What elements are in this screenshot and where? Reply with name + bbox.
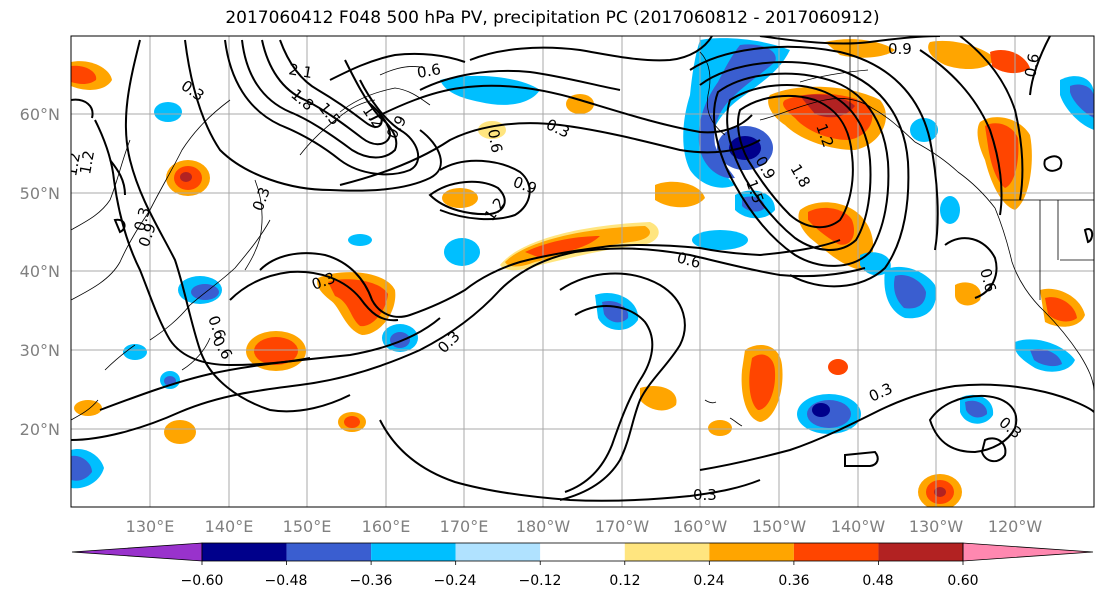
- colorbar-tick-label: −0.12: [519, 573, 562, 589]
- contour-label: 0.6: [484, 128, 506, 155]
- contour-label: 1.2: [76, 149, 98, 176]
- longitude-labels: 130°E 140°E 150°E 160°E 170°E 180°W 170°…: [126, 517, 1043, 536]
- colorbar-tick-label: 0.36: [778, 573, 809, 589]
- map-frame: [70, 35, 1095, 508]
- lon-label: 140°E: [205, 517, 254, 536]
- page-title: 2017060412 F048 500 hPa PV, precipitatio…: [225, 8, 880, 28]
- lat-label-20n: 20°N: [20, 420, 60, 439]
- colorbar-tick-label: −0.24: [434, 573, 477, 589]
- contour-label: 0.6: [1021, 52, 1043, 79]
- lon-label: 130°W: [909, 517, 964, 536]
- lon-label: 180°W: [516, 517, 571, 536]
- lat-label-60n: 60°N: [20, 105, 60, 124]
- lon-label: 130°E: [126, 517, 175, 536]
- colorbar-swatch: [878, 543, 963, 561]
- contour-label: 0.9: [888, 40, 912, 58]
- colorbar-swatch: [962, 542, 1094, 562]
- lon-label: 170°W: [595, 517, 650, 536]
- lon-label: 150°E: [283, 517, 332, 536]
- contour-label: 2.1: [287, 60, 314, 82]
- colorbar-tick-label: −0.60: [181, 573, 224, 589]
- colorbar-swatch: [624, 543, 710, 561]
- colorbar-swatch: [71, 542, 203, 562]
- contour-label: 0.3: [693, 486, 717, 504]
- contour-label: 0.6: [416, 60, 443, 82]
- colorbar-tick-label: 0.48: [862, 573, 893, 589]
- colorbar-swatch: [540, 543, 625, 561]
- lon-label: 140°W: [831, 517, 886, 536]
- colorbar-tick-label: 0.60: [947, 573, 978, 589]
- lon-label: 120°W: [988, 517, 1043, 536]
- colorbar-swatch: [286, 543, 372, 561]
- colorbar-tick-label: −0.36: [350, 573, 393, 589]
- contour-label: 1.2: [62, 151, 84, 178]
- coastlines: [71, 36, 1094, 427]
- colorbar-swatch: [202, 543, 287, 561]
- colorbar-swatch: [793, 543, 879, 561]
- lat-label-30n: 30°N: [20, 341, 60, 360]
- lon-label: 160°W: [673, 517, 728, 536]
- colorbar-tick-label: −0.48: [265, 573, 308, 589]
- colorbar-swatch: [455, 543, 541, 561]
- lat-label-40n: 40°N: [20, 262, 60, 281]
- contour-label: 0.6: [675, 248, 703, 272]
- contour-label: 0.3: [130, 205, 154, 233]
- latitude-labels: 60°N 50°N 40°N 30°N 20°N: [20, 105, 60, 439]
- colorbar-frame: [201, 542, 964, 562]
- lon-label: 170°E: [440, 517, 489, 536]
- lat-label-50n: 50°N: [20, 184, 60, 203]
- colorbar-swatch: [371, 543, 456, 561]
- colorbar-tick-label: 0.12: [609, 573, 640, 589]
- contour-label: 0.6: [976, 266, 1000, 294]
- colorbar-tick-label: 0.24: [693, 573, 724, 589]
- colorbar-swatch: [709, 543, 794, 561]
- lon-label: 150°W: [752, 517, 807, 536]
- lon-label: 160°E: [362, 517, 411, 536]
- colorbar-tick-labels: −0.60 −0.48 −0.36 −0.24 −0.12 0.12 0.24 …: [181, 573, 979, 589]
- colorbar: −0.60 −0.48 −0.36 −0.24 −0.12 0.12 0.24 …: [71, 542, 1094, 589]
- pv-contours: [71, 36, 1094, 502]
